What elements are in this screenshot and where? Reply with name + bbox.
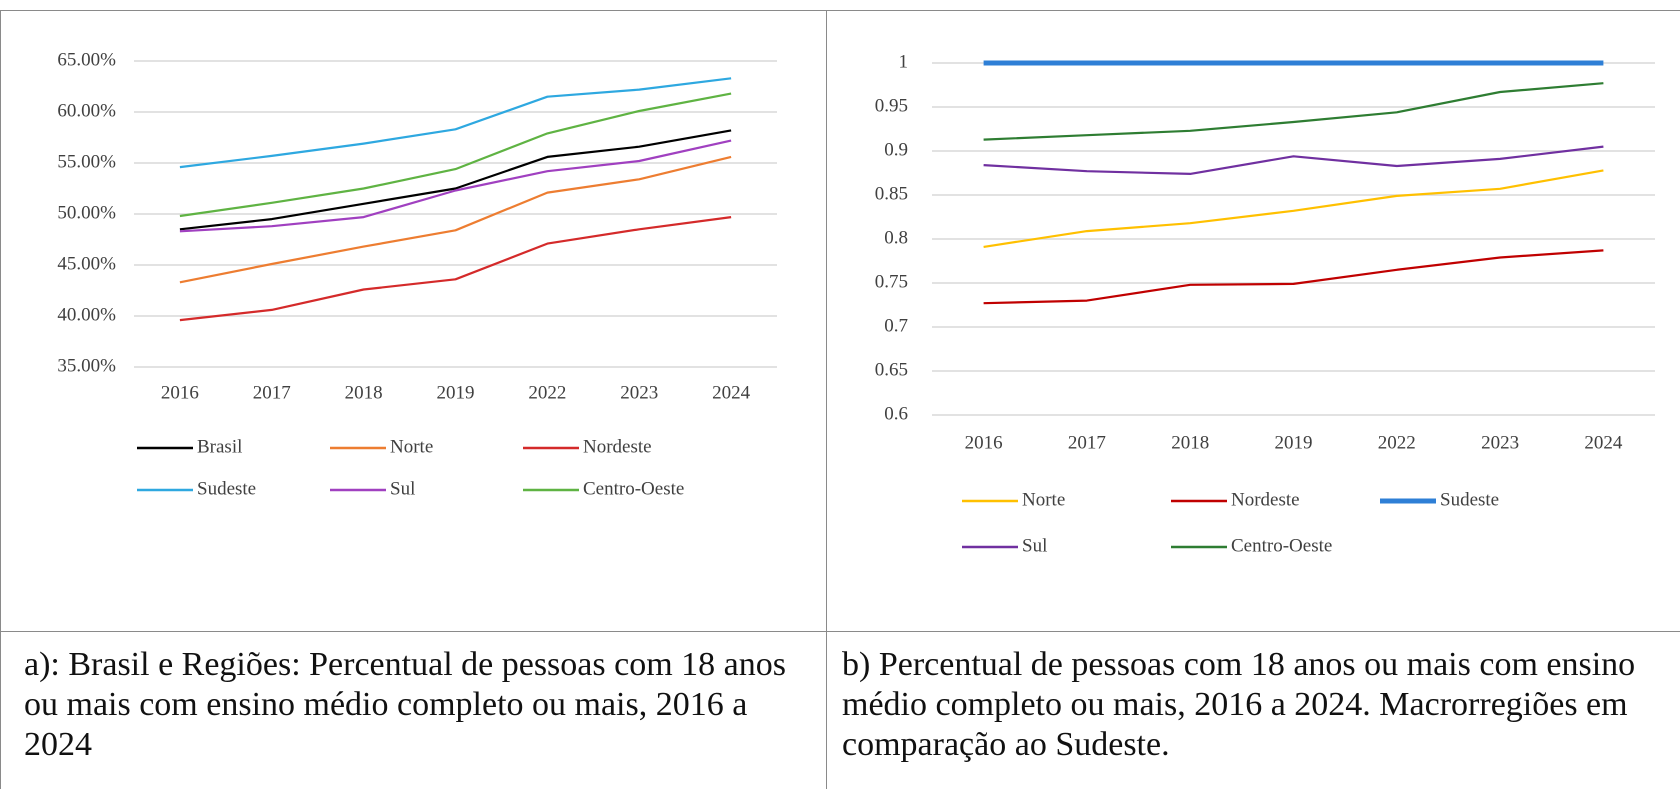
x-tick-label: 2024	[712, 382, 751, 403]
caption: a): Brasil e Regiões: Percentual de pess…	[24, 646, 786, 763]
x-tick-label: 2024	[1584, 432, 1623, 453]
x-tick-label: 2019	[437, 382, 475, 403]
legend-label: Nordeste	[583, 436, 652, 457]
border	[0, 631, 1680, 632]
x-tick-label: 2023	[1481, 432, 1519, 453]
y-tick-label: 0.85	[875, 183, 908, 204]
y-tick-label: 40.00%	[57, 304, 116, 325]
line-series	[179, 139, 732, 233]
caption: b) Percentual de pessoas com 18 anos ou …	[842, 646, 1636, 763]
line-series	[983, 249, 1604, 305]
x-tick-label: 2022	[1378, 432, 1416, 453]
legend-label: Norte	[390, 436, 433, 457]
y-tick-label: 0.7	[884, 315, 908, 336]
legend-label: Nordeste	[1231, 489, 1300, 510]
legend-label: Sudeste	[197, 478, 256, 499]
legend-label: Brasil	[197, 436, 242, 457]
legend-label: Sudeste	[1440, 489, 1499, 510]
y-tick-label: 60.00%	[57, 100, 116, 121]
line-series	[983, 169, 1604, 248]
y-tick-label: 0.9	[884, 139, 908, 160]
x-tick-label: 2022	[528, 382, 566, 403]
y-tick-label: 65.00%	[57, 49, 116, 70]
y-tick-label: 0.6	[884, 403, 908, 424]
y-tick-label: 0.95	[875, 95, 908, 116]
x-tick-label: 2017	[253, 382, 291, 403]
line-series	[179, 216, 732, 322]
y-tick-label: 0.8	[884, 227, 908, 248]
y-tick-label: 0.65	[875, 359, 908, 380]
x-tick-label: 2016	[161, 382, 199, 403]
line-series	[983, 82, 1604, 141]
line-series	[179, 129, 732, 231]
line-series	[179, 92, 732, 218]
x-tick-label: 2023	[620, 382, 658, 403]
y-tick-label: 45.00%	[57, 253, 116, 274]
y-tick-label: 50.00%	[57, 202, 116, 223]
legend-label: Centro-Oeste	[583, 478, 684, 499]
y-tick-label: 1	[899, 51, 909, 72]
x-tick-label: 2017	[1068, 432, 1106, 453]
line-series	[179, 155, 732, 284]
x-tick-label: 2018	[345, 382, 383, 403]
x-tick-label: 2019	[1275, 432, 1313, 453]
y-tick-label: 0.75	[875, 271, 908, 292]
legend-label: Centro-Oeste	[1231, 535, 1332, 556]
y-tick-label: 55.00%	[57, 151, 116, 172]
legend-label: Sul	[390, 478, 415, 499]
line-series	[983, 145, 1604, 175]
border	[826, 10, 827, 789]
legend-label: Norte	[1022, 489, 1065, 510]
y-tick-label: 35.00%	[57, 355, 116, 376]
border	[0, 10, 1, 789]
line-series	[179, 77, 732, 169]
border	[0, 10, 1680, 11]
x-tick-label: 2018	[1171, 432, 1209, 453]
charts: 35.00% 40.00% 45.00% 50.00% 55.00% 60.00% 65.0…	[57, 49, 1655, 556]
x-tick-label: 2016	[965, 432, 1003, 453]
legend-label: Sul	[1022, 535, 1047, 556]
